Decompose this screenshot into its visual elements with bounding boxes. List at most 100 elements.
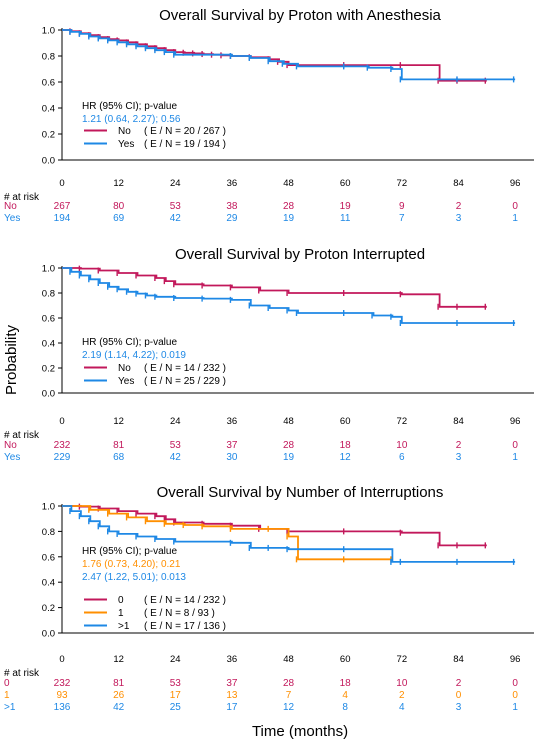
x-tick-label: 24 [170,416,181,427]
km-curve-no [62,505,487,547]
x-tick-label: 84 [453,654,464,665]
at-risk-count: 3 [456,702,462,713]
km-curve-one [62,505,393,561]
at-risk-count: 28 [283,440,295,451]
panel-title: Overall Survival by Proton with Anesthes… [159,7,441,24]
x-tick-label: 12 [113,178,124,189]
at-risk-count: 7 [286,690,292,701]
km-curve-no [62,267,487,308]
km-panel-1: Overall Survival by Proton with Anesthes… [4,7,534,224]
at-risk-count: 194 [54,213,71,224]
at-risk-count: 19 [283,452,295,463]
at-risk-count: 3 [456,213,462,224]
at-risk-count: 1 [512,213,518,224]
at-risk-count: 93 [56,690,68,701]
x-tick-label: 72 [397,416,408,427]
x-tick-label: 0 [59,654,64,665]
at-risk-count: 2 [456,440,462,451]
at-risk-count: 4 [399,702,405,713]
legend-label: >1 [118,621,130,632]
at-risk-count: 42 [170,213,182,224]
x-tick-label: 24 [170,654,181,665]
hr-value: 2.47 (1.22, 5.01); 0.013 [82,572,186,583]
x-tick-label: 0 [59,178,64,189]
x-tick-label: 48 [283,654,294,665]
at-risk-count: 0 [456,690,462,701]
legend-label: 1 [118,608,124,619]
at-risk-group-label: Yes [4,213,20,224]
y-tick-label: 0.4 [42,104,55,115]
at-risk-count: 6 [399,452,405,463]
legend-label: Yes [118,139,134,150]
at-risk-count: 13 [226,690,238,701]
at-risk-count: 53 [170,201,182,212]
panel-title: Overall Survival by Number of Interrupti… [157,484,444,501]
km-curve-yes [62,29,516,81]
at-risk-count: 0 [512,201,518,212]
at-risk-count: 53 [170,440,182,451]
km-panel-2: Overall Survival by Proton Interrupted 0.… [4,246,534,463]
x-tick-label: 60 [340,416,351,427]
y-tick-label: 0.4 [42,339,55,350]
y-tick-label: 0.6 [42,552,55,563]
legend-events: ( E / N = 14 / 232 ) [144,595,226,606]
at-risk-count: 18 [340,440,352,451]
at-risk-count: 81 [113,440,125,451]
hr-value: 1.76 (0.73, 4.20); 0.21 [82,559,181,570]
at-risk-count: 17 [226,702,238,713]
y-tick-label: 0.2 [42,364,55,375]
at-risk-count: 136 [54,702,71,713]
x-tick-label: 96 [510,416,521,427]
legend-label: 0 [118,595,124,606]
y-tick-label: 1.0 [42,502,55,513]
at-risk-count: 8 [342,702,348,713]
at-risk-count: 2 [456,678,462,689]
at-risk-count: 68 [113,452,125,463]
at-risk-count: 28 [283,678,295,689]
legend-label: Yes [118,376,134,387]
at-risk-count: 10 [396,678,408,689]
legend-events: ( E / N = 19 / 194 ) [144,139,226,150]
at-risk-count: 42 [113,702,125,713]
at-risk-count: 7 [399,213,405,224]
y-tick-label: 0.0 [42,389,55,400]
x-tick-label: 60 [340,178,351,189]
x-axis-label: Time (months) [252,723,348,740]
hr-value: 2.19 (1.14, 4.22); 0.019 [82,350,186,361]
at-risk-count: 232 [54,440,71,451]
at-risk-count: 12 [340,452,352,463]
x-tick-label: 96 [510,178,521,189]
x-tick-label: 12 [113,654,124,665]
at-risk-count: 4 [342,690,348,701]
x-tick-label: 12 [113,416,124,427]
y-tick-label: 0.6 [42,78,55,89]
at-risk-group-label: No [4,440,17,451]
at-risk-count: 0 [512,440,518,451]
x-tick-label: 48 [283,178,294,189]
at-risk-group-label: 1 [4,690,10,701]
at-risk-group-label: 0 [4,678,10,689]
at-risk-header: # at risk [4,192,40,203]
at-risk-count: 9 [399,201,405,212]
x-tick-label: 72 [397,178,408,189]
at-risk-header: # at risk [4,430,40,441]
at-risk-count: 26 [113,690,125,701]
at-risk-count: 232 [54,678,71,689]
y-tick-label: 0.8 [42,52,55,63]
y-tick-label: 0.8 [42,527,55,538]
y-tick-label: 0.2 [42,130,55,141]
x-tick-label: 72 [397,654,408,665]
y-tick-label: 0.6 [42,314,55,325]
at-risk-count: 28 [283,201,295,212]
at-risk-count: 29 [226,213,238,224]
at-risk-group-label: No [4,201,17,212]
at-risk-count: 53 [170,678,182,689]
panel-title: Overall Survival by Proton Interrupted [175,246,425,263]
at-risk-count: 18 [340,678,352,689]
at-risk-count: 229 [54,452,71,463]
y-tick-label: 0.0 [42,629,55,640]
legend-events: ( E / N = 20 / 267 ) [144,126,226,137]
at-risk-count: 1 [512,452,518,463]
legend-events: ( E / N = 14 / 232 ) [144,363,226,374]
